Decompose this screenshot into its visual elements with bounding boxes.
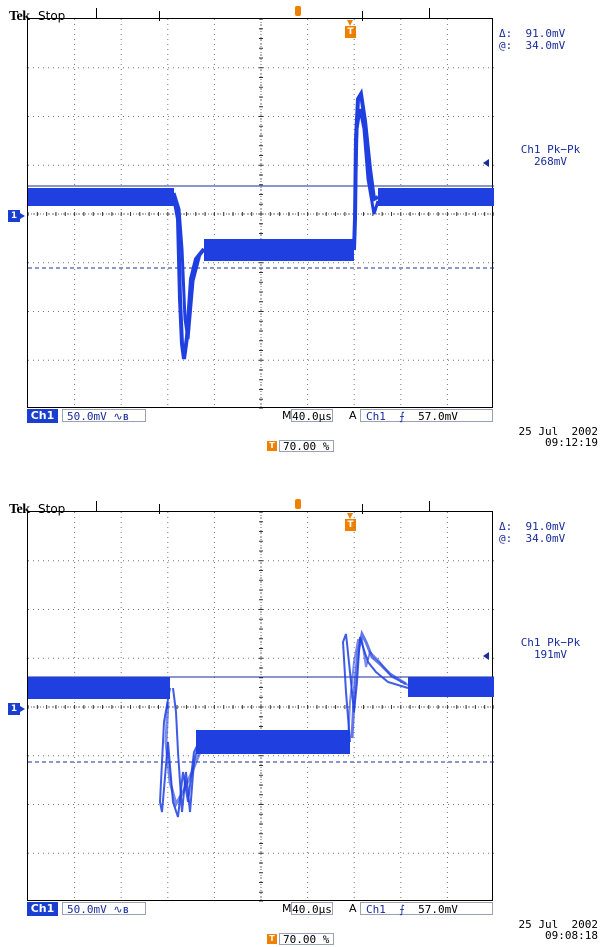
trigger-position-value: 70.00 % (279, 933, 334, 946)
measurement-value: 191mV (533, 648, 568, 661)
waveform-display (28, 512, 494, 902)
trigger-setting[interactable]: Ch1 ⨍ 57.0mV (360, 409, 493, 423)
channel-1-label[interactable]: Ch1 (27, 409, 58, 423)
waveform-low-band (196, 730, 350, 754)
waveform-high-band-left (28, 677, 170, 699)
trigger-position: T 70.00 % (267, 440, 357, 453)
waveform-ringing (347, 639, 413, 745)
measurement-value: 268mV (533, 155, 568, 168)
channel-1-label[interactable]: Ch1 (27, 902, 58, 916)
measurement-name: Ch1 Pk−Pk (520, 143, 581, 156)
trigger-mode-label: A (349, 902, 357, 915)
tek-logo: Tek (9, 502, 30, 517)
trigger-source: Ch1 ⨍ (366, 903, 405, 916)
timebase-value[interactable]: 40.0µs (291, 409, 333, 423)
grid-lines (28, 19, 494, 409)
timestamp: 25 Jul 2002 09:08:18 (508, 919, 598, 941)
waveform-ringing (164, 701, 202, 808)
waveform-high-band-right (408, 677, 494, 697)
trigger-position-value: 70.00 % (279, 440, 334, 453)
bandwidth-limit-icon: ∿ʙ (113, 410, 130, 423)
tick-mark (429, 8, 430, 18)
trigger-t-icon: T (345, 20, 356, 38)
waveform-rising-edge (352, 108, 380, 248)
trigger-position: T 70.00 % (267, 933, 357, 946)
date-text: 25 Jul 2002 (518, 425, 598, 438)
main-timebase-label: M (282, 902, 292, 915)
trigger-t-icon: T (267, 441, 277, 451)
grid-lines (28, 512, 494, 902)
cursor-readout: Δ: 91.0mV @: 34.0mV (499, 28, 565, 52)
status-bar: Ch1 50.0mV ∿ʙ M 40.0µs A Ch1 ⨍ 57.0mV (27, 409, 493, 424)
scope-screen-1: Tek Stop T 1 Δ: 91.0mV @: 34.0mV Ch1 Pk−P… (0, 6, 602, 454)
waveform-high-band-left (28, 188, 174, 206)
trigger-setting[interactable]: Ch1 ⨍ 57.0mV (360, 902, 493, 916)
trigger-level: 57.0mV (418, 410, 458, 423)
arrow-left-icon (483, 159, 489, 167)
tick-mark (429, 501, 430, 511)
status-bar: Ch1 50.0mV ∿ʙ M 40.0µs A Ch1 ⨍ 57.0mV (27, 902, 493, 917)
measurement-readout: Ch1 Pk−Pk 191mV (503, 637, 598, 661)
timebase-value[interactable]: 40.0µs (291, 902, 333, 916)
arrow-left-icon (483, 652, 489, 660)
trigger-source: Ch1 ⨍ (366, 410, 405, 423)
acquisition-status: Stop (38, 9, 66, 23)
time-text: 09:12:19 (545, 436, 598, 449)
channel-1-marker-icon: 1 (8, 210, 25, 222)
delta-readout: Δ: 91.0mV (499, 27, 566, 40)
trigger-t-icon: T (267, 934, 277, 944)
measurement-readout: Ch1 Pk−Pk 268mV (503, 144, 598, 168)
channel-1-marker-icon: 1 (8, 703, 25, 715)
trigger-t-icon: T (345, 513, 356, 531)
time-text: 09:08:18 (545, 929, 598, 942)
trigger-position-icon (295, 499, 301, 509)
vertical-scale-value: 50.0mV (67, 410, 107, 423)
tick-mark (96, 501, 97, 511)
waveform-low-band (204, 239, 354, 261)
acquisition-status: Stop (38, 502, 66, 516)
vertical-scale[interactable]: 50.0mV ∿ʙ (62, 902, 146, 916)
bandwidth-limit-icon: ∿ʙ (113, 903, 130, 916)
waveform-high-band-right (378, 188, 494, 206)
vertical-scale[interactable]: 50.0mV ∿ʙ (62, 409, 146, 423)
vertical-scale-value: 50.0mV (67, 903, 107, 916)
at-readout: @: 34.0mV (499, 39, 566, 52)
at-readout: @: 34.0mV (499, 532, 566, 545)
delta-readout: Δ: 91.0mV (499, 520, 566, 533)
measurement-name: Ch1 Pk−Pk (520, 636, 581, 649)
tek-logo: Tek (9, 9, 30, 24)
graticule (27, 18, 494, 409)
main-timebase-label: M (282, 409, 292, 422)
trigger-level: 57.0mV (418, 903, 458, 916)
trigger-position-icon (295, 6, 301, 16)
scope-screen-2: Tek Stop T 1 Δ: 91.0mV @: 34.0mV Ch1 Pk−P… (0, 499, 602, 947)
trigger-mode-label: A (349, 409, 357, 422)
waveform-falling-edge (172, 196, 206, 360)
waveform-falling-edge (172, 192, 202, 340)
waveform-ringing (341, 633, 409, 743)
date-text: 25 Jul 2002 (518, 918, 598, 931)
waveform-ringing (158, 687, 199, 818)
tick-mark (96, 8, 97, 18)
timestamp: 25 Jul 2002 09:12:19 (508, 426, 598, 448)
waveform-display (28, 19, 494, 409)
graticule (27, 511, 494, 902)
cursor-readout: Δ: 91.0mV @: 34.0mV (499, 521, 565, 545)
